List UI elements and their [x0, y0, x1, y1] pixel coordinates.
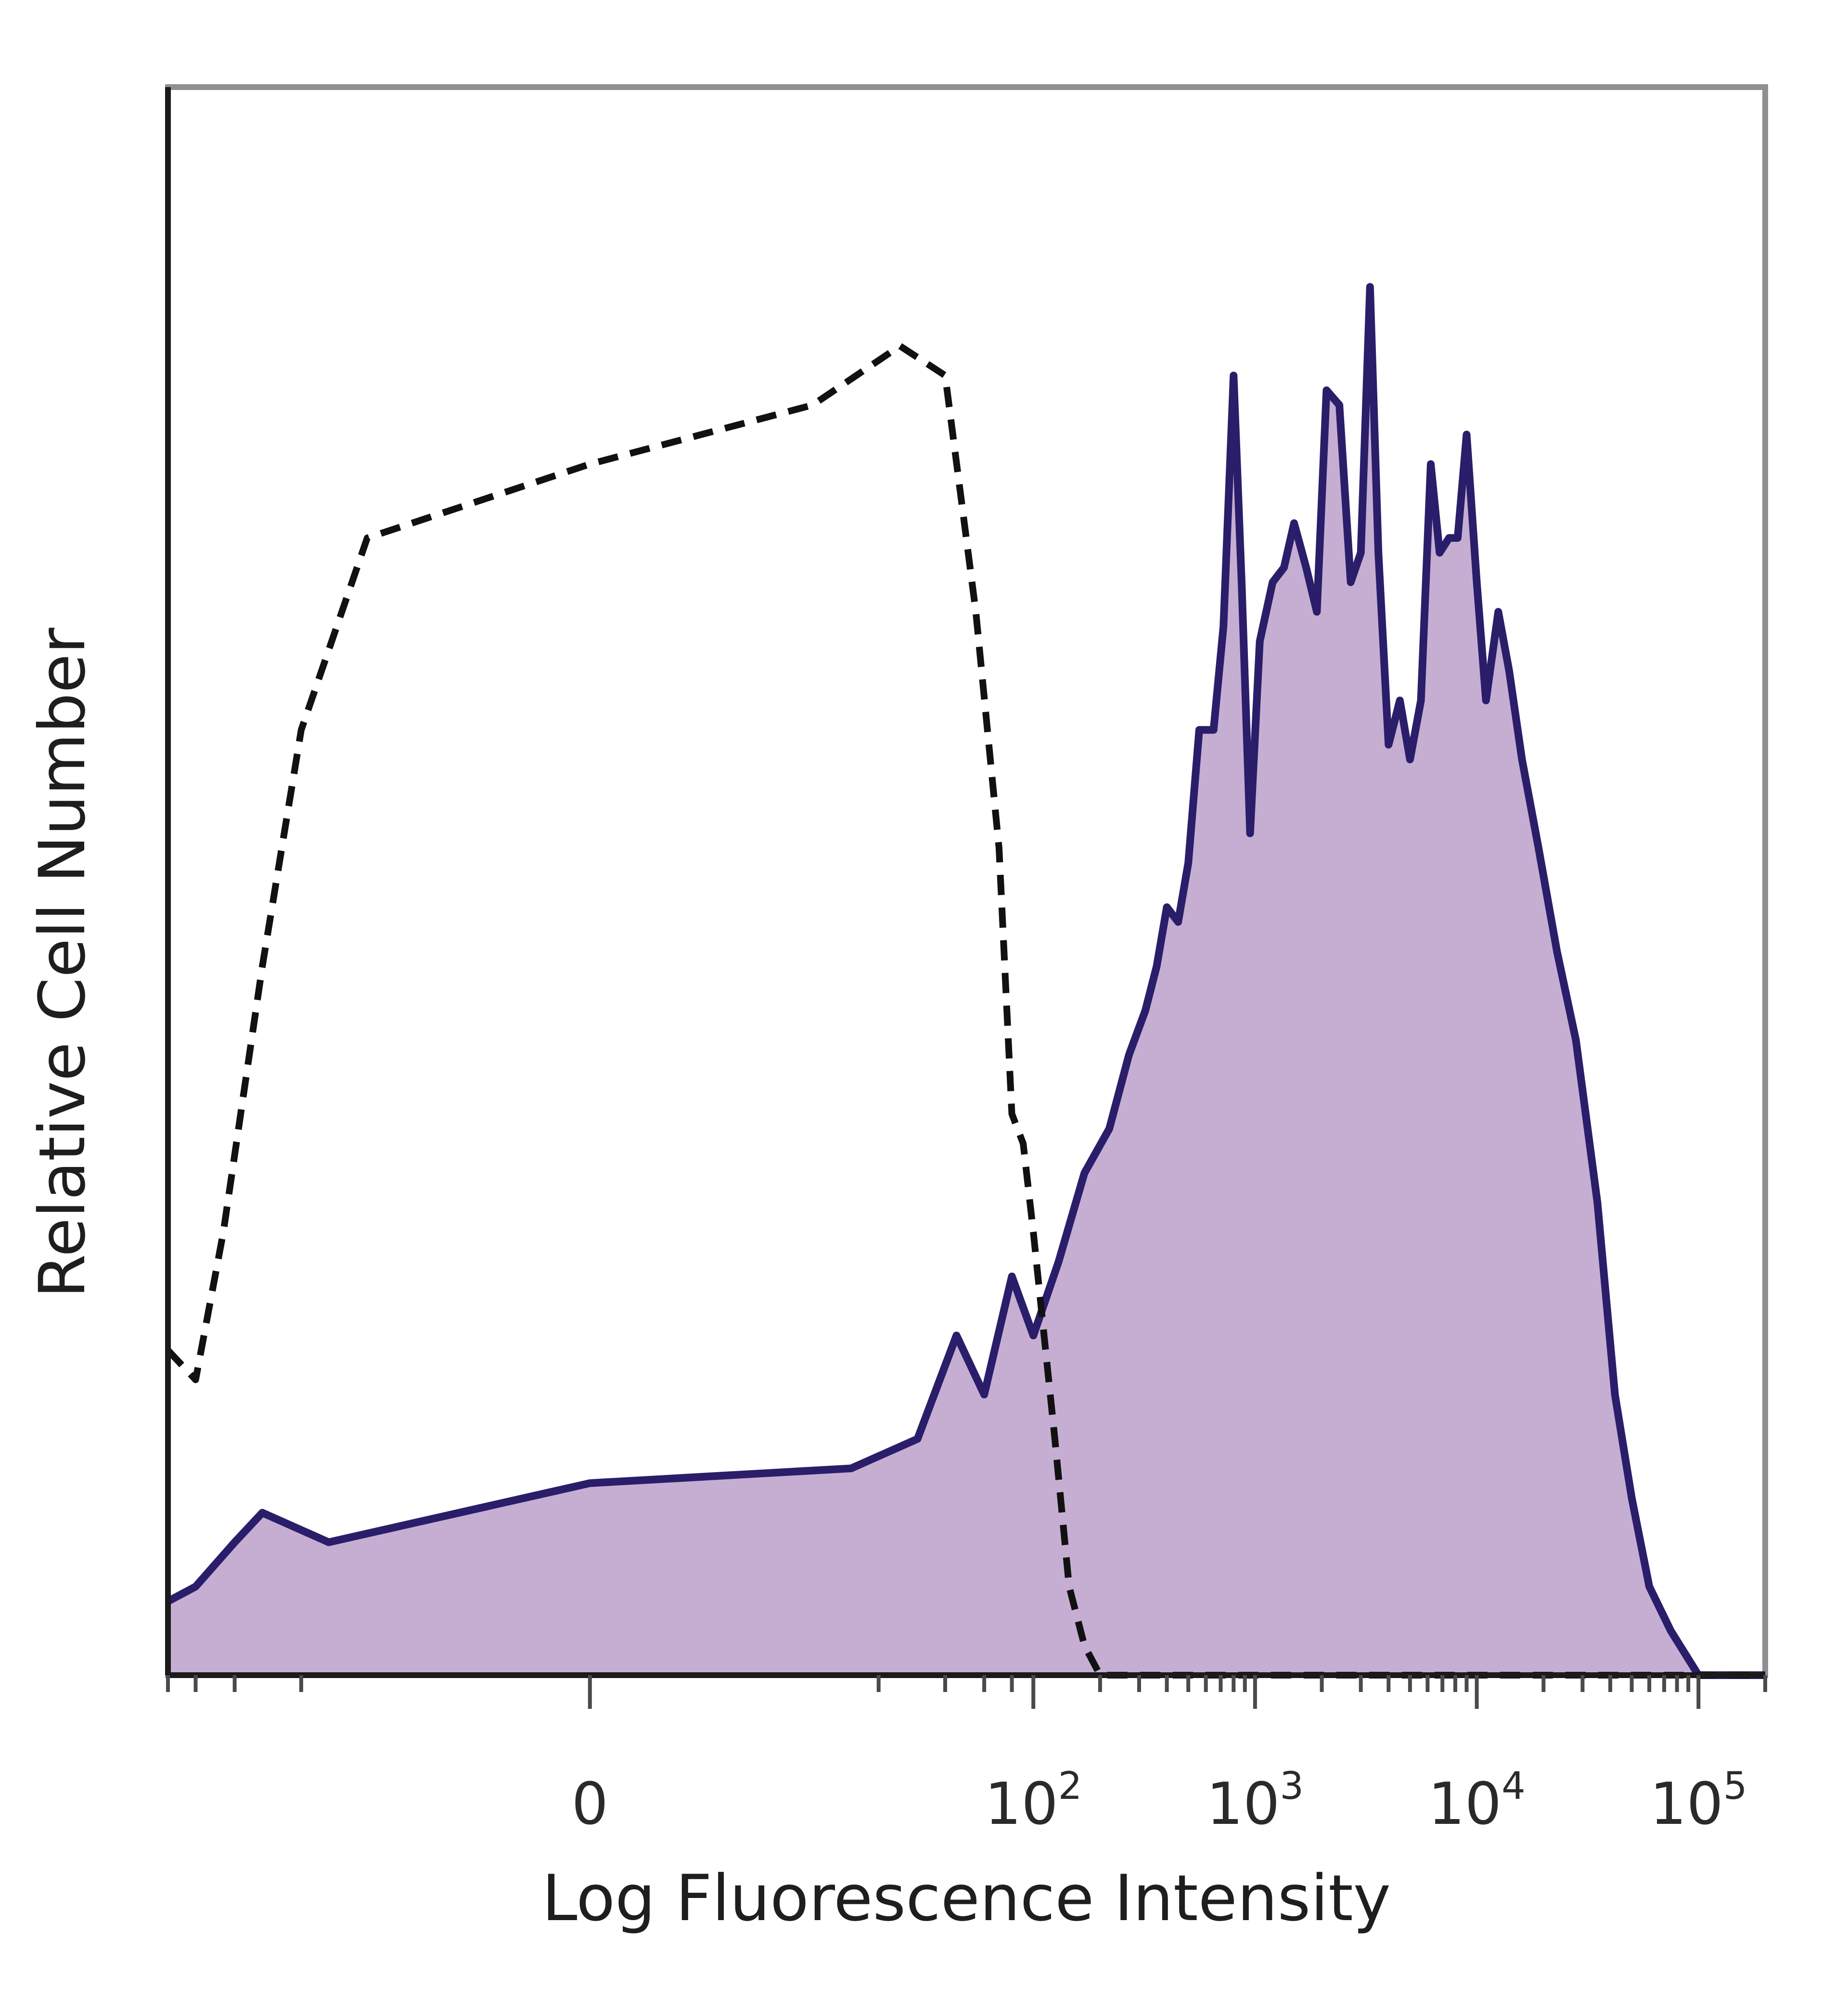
series-1-dashed-line [165, 342, 1765, 1679]
y-axis-title: Relative Cell Number [26, 628, 100, 1298]
series-0-area [168, 287, 1765, 1675]
x-axis-title: Log Fluorescence Intensity [542, 1861, 1391, 1936]
x-tick-label-1: 102 [985, 1765, 1082, 1838]
series-layer [165, 283, 1765, 1679]
x-tick-label-2: 103 [1206, 1765, 1304, 1838]
plot-area [165, 84, 1768, 1679]
x-tick-label-3: 104 [1428, 1765, 1525, 1838]
x-tick-labels: 0 102 103 104 105 [572, 1765, 1747, 1838]
x-tick-marks [166, 1675, 1767, 1709]
x-tick-label-4: 105 [1650, 1765, 1747, 1838]
x-tick-label-0: 0 [572, 1771, 608, 1838]
series-0-line [166, 283, 1765, 1679]
